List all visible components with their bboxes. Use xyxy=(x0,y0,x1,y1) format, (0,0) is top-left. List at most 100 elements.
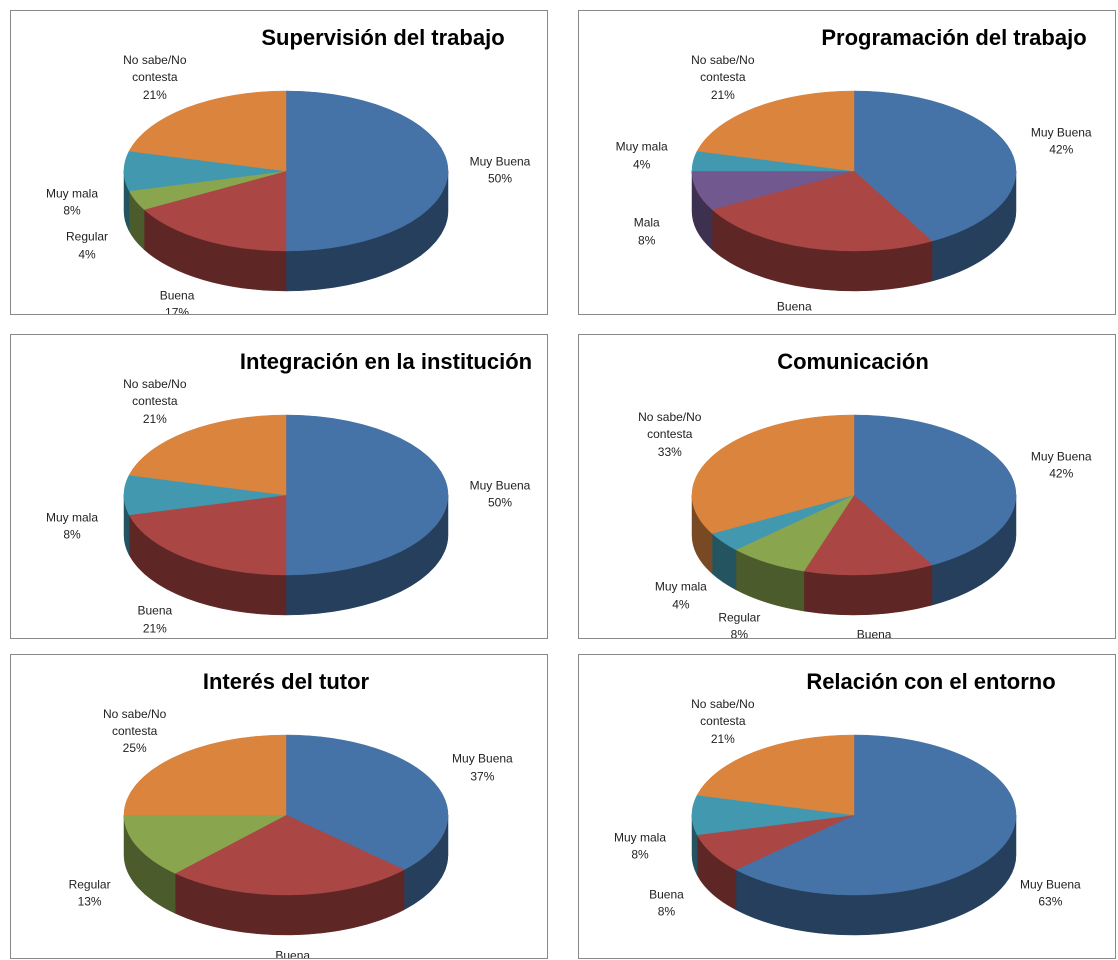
value-label: 37% xyxy=(470,769,495,784)
data-label: Buena25% xyxy=(746,299,842,314)
category-label: No sabe/No contesta xyxy=(691,52,755,85)
pie-slice xyxy=(696,814,855,911)
category-label: Buena xyxy=(137,603,173,618)
value-label: 4% xyxy=(672,597,690,612)
data-label: Muy mala 4% xyxy=(633,579,729,614)
value-label: 4% xyxy=(78,247,96,262)
data-label: Muy Buena 50% xyxy=(452,478,547,513)
pie-slice xyxy=(803,494,933,616)
slice-top xyxy=(128,414,287,496)
value-label: 25% xyxy=(122,741,147,756)
slice-top xyxy=(128,494,287,576)
chart-panel: Muy Buena 42% Buena13% Regular 8% Muy mala 4% N… xyxy=(578,334,1116,639)
pie-slice xyxy=(853,90,1017,282)
pie-slice xyxy=(735,494,855,612)
data-label: Muy Buena 42% xyxy=(1013,124,1109,159)
data-label: Muy mala 4% xyxy=(594,139,690,174)
data-label: Muy Buena 63% xyxy=(1002,876,1098,911)
pie-slice xyxy=(174,814,405,936)
category-label: Buena xyxy=(649,887,684,902)
data-label: Mala 8% xyxy=(599,215,695,250)
pie-slice xyxy=(123,814,287,914)
data-label: Muy mala 8% xyxy=(592,830,688,865)
pie-chart xyxy=(691,414,1017,616)
category-label: Buena xyxy=(159,288,195,303)
data-label: Muy mala 8% xyxy=(24,186,120,221)
data-label: No sabe/No contesta 33% xyxy=(622,409,718,461)
data-label: No sabe/No contesta 21% xyxy=(107,376,203,428)
data-label: Muy Buena 42% xyxy=(1013,448,1109,483)
category-label: Muy mala xyxy=(45,186,98,201)
slice-top xyxy=(711,170,933,252)
category-label: Muy Buena xyxy=(1030,125,1092,140)
category-label: Buena xyxy=(776,299,812,314)
pie-slice xyxy=(285,90,449,292)
slice-top xyxy=(285,734,449,871)
pie-slice xyxy=(143,170,287,292)
category-label: Muy mala xyxy=(613,830,666,845)
chart-title: Comunicación xyxy=(777,349,929,374)
pie-slice xyxy=(691,414,855,575)
data-label: Regular 8% xyxy=(691,609,787,638)
value-label: 13% xyxy=(77,894,102,909)
slice-top xyxy=(143,170,287,252)
value-label: 21% xyxy=(710,731,735,746)
value-label: 8% xyxy=(631,848,649,862)
slice-top xyxy=(285,414,449,576)
slice-top xyxy=(123,734,287,816)
data-label: Muy Buena 37% xyxy=(434,751,530,786)
category-label: Regular xyxy=(66,230,109,245)
slice-top xyxy=(696,734,855,816)
category-label: Regular xyxy=(718,610,761,625)
category-label: Buena xyxy=(856,628,892,639)
data-label: Buena25% xyxy=(245,948,341,959)
category-label: Muy mala xyxy=(45,510,98,525)
chart-panel: Muy Buena 63% Buena 8% Muy mala 8% No sabe/No … xyxy=(578,654,1116,959)
category-label: Muy Buena xyxy=(469,154,531,169)
value-label: 21% xyxy=(142,621,167,636)
category-label: Muy Buena xyxy=(1030,449,1092,464)
chart-title: Integración en la institución xyxy=(239,349,533,374)
slice-top xyxy=(853,414,1017,566)
pie-slice xyxy=(711,170,933,292)
chart-panel: Muy Buena 42% Buena25% Mala 8% Muy mala 4% No s… xyxy=(578,10,1116,315)
category-label: Muy mala xyxy=(615,139,668,154)
pie-slice xyxy=(696,90,855,172)
data-label: No sabe/No contesta 25% xyxy=(87,705,183,757)
value-label: 50% xyxy=(487,172,513,186)
pie-chart xyxy=(691,734,1017,936)
data-label: Buena 17% xyxy=(129,287,225,315)
value-label: 33% xyxy=(657,444,682,459)
chart-title: Programación del trabajo xyxy=(821,25,1087,50)
slice-top xyxy=(696,90,855,172)
value-label: 17% xyxy=(165,305,190,315)
category-label: Regular xyxy=(68,877,111,892)
value-label: 8% xyxy=(63,528,81,542)
pie-slice xyxy=(711,494,855,591)
value-label: 21% xyxy=(710,87,735,102)
pie-chart xyxy=(691,90,1017,292)
value-label: 50% xyxy=(487,496,513,510)
pie-slice xyxy=(285,414,449,616)
category-label: Mala xyxy=(633,215,660,230)
pie-slice xyxy=(128,414,287,496)
category-label: Buena xyxy=(275,948,311,959)
category-label: Muy Buena xyxy=(1020,877,1081,892)
category-label: Muy Buena xyxy=(452,751,513,766)
slice-top xyxy=(285,90,449,252)
pie-slice xyxy=(853,414,1017,606)
slice-top xyxy=(735,734,1017,896)
data-label: Buena 8% xyxy=(618,886,714,921)
data-label: Muy mala 8% xyxy=(24,510,120,545)
slice-top xyxy=(803,494,933,576)
category-label: No sabe/No contesta xyxy=(123,52,187,85)
pie-slice xyxy=(128,90,287,172)
data-label: Buena 21% xyxy=(107,603,203,638)
slice-top xyxy=(691,414,855,534)
pie-slice xyxy=(128,494,287,616)
data-label: Regular 13% xyxy=(42,876,138,911)
pie-slice xyxy=(696,734,855,816)
data-label: No sabe/No contesta 21% xyxy=(675,696,771,748)
